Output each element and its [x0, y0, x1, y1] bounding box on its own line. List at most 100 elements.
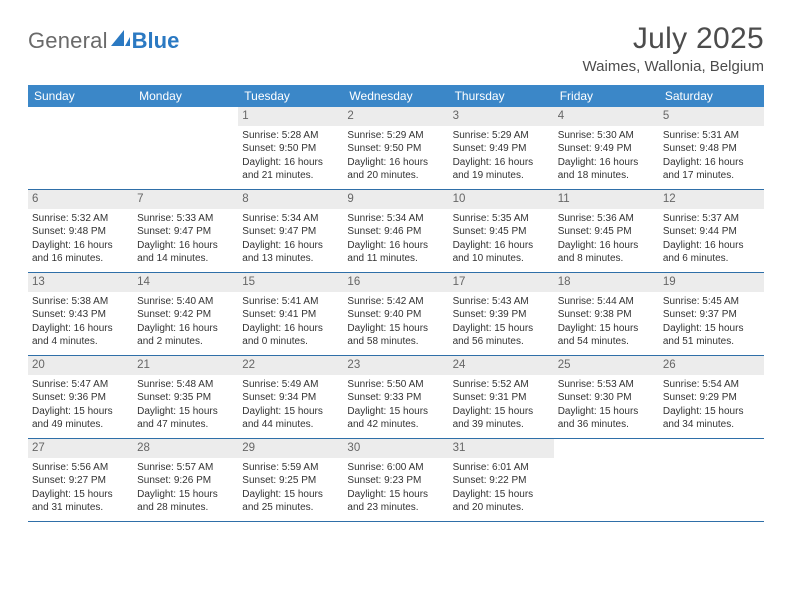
- day-cell: 23Sunrise: 5:50 AMSunset: 9:33 PMDayligh…: [343, 356, 448, 438]
- day-cell: 14Sunrise: 5:40 AMSunset: 9:42 PMDayligh…: [133, 273, 238, 355]
- daylight-line: Daylight: 15 hours and 42 minutes.: [347, 405, 444, 431]
- day-number: 21: [133, 356, 238, 375]
- day-cell: 12Sunrise: 5:37 AMSunset: 9:44 PMDayligh…: [659, 190, 764, 272]
- day-cell: 25Sunrise: 5:53 AMSunset: 9:30 PMDayligh…: [554, 356, 659, 438]
- sunrise-line: Sunrise: 5:54 AM: [663, 378, 760, 391]
- day-of-week-cell: Saturday: [659, 85, 764, 107]
- day-number: 16: [343, 273, 448, 292]
- sunset-line: Sunset: 9:25 PM: [242, 474, 339, 487]
- day-number: 10: [449, 190, 554, 209]
- day-number: 30: [343, 439, 448, 458]
- sunset-line: Sunset: 9:50 PM: [242, 142, 339, 155]
- day-cell: 9Sunrise: 5:34 AMSunset: 9:46 PMDaylight…: [343, 190, 448, 272]
- daylight-line: Daylight: 16 hours and 0 minutes.: [242, 322, 339, 348]
- daylight-line: Daylight: 16 hours and 10 minutes.: [453, 239, 550, 265]
- sunset-line: Sunset: 9:38 PM: [558, 308, 655, 321]
- sunrise-line: Sunrise: 5:29 AM: [453, 129, 550, 142]
- day-number: 6: [28, 190, 133, 209]
- brand-word-2: Blue: [132, 28, 180, 54]
- day-number: 22: [238, 356, 343, 375]
- sunrise-line: Sunrise: 5:44 AM: [558, 295, 655, 308]
- day-of-week-cell: Tuesday: [238, 85, 343, 107]
- daylight-line: Daylight: 16 hours and 8 minutes.: [558, 239, 655, 265]
- sunset-line: Sunset: 9:34 PM: [242, 391, 339, 404]
- daylight-line: Daylight: 15 hours and 28 minutes.: [137, 488, 234, 514]
- header: General Blue July 2025 Waimes, Wallonia,…: [28, 22, 764, 75]
- day-cell: 27Sunrise: 5:56 AMSunset: 9:27 PMDayligh…: [28, 439, 133, 521]
- sunrise-line: Sunrise: 5:30 AM: [558, 129, 655, 142]
- day-cell: 1Sunrise: 5:28 AMSunset: 9:50 PMDaylight…: [238, 107, 343, 189]
- day-cell: 24Sunrise: 5:52 AMSunset: 9:31 PMDayligh…: [449, 356, 554, 438]
- day-cell: 3 Sunrise: 5:29 AMSunset: 9:49 PMDaylight…: [449, 107, 554, 189]
- daylight-line: Daylight: 15 hours and 56 minutes.: [453, 322, 550, 348]
- day-number: 15: [238, 273, 343, 292]
- week-row: 6Sunrise: 5:32 AMSunset: 9:48 PMDaylight…: [28, 190, 764, 273]
- daylight-line: Daylight: 15 hours and 44 minutes.: [242, 405, 339, 431]
- day-cell: 21Sunrise: 5:48 AMSunset: 9:35 PMDayligh…: [133, 356, 238, 438]
- day-number: 31: [449, 439, 554, 458]
- brand-sail-icon: [111, 29, 131, 52]
- day-number: 7: [133, 190, 238, 209]
- location-label: Waimes, Wallonia, Belgium: [583, 58, 764, 75]
- daylight-line: Daylight: 16 hours and 4 minutes.: [32, 322, 129, 348]
- day-cell: 17Sunrise: 5:43 AMSunset: 9:39 PMDayligh…: [449, 273, 554, 355]
- day-cell: 5Sunrise: 5:31 AMSunset: 9:48 PMDaylight…: [659, 107, 764, 189]
- day-number: 12: [659, 190, 764, 209]
- daylight-line: Daylight: 16 hours and 6 minutes.: [663, 239, 760, 265]
- week-row: 27Sunrise: 5:56 AMSunset: 9:27 PMDayligh…: [28, 439, 764, 522]
- sunrise-line: Sunrise: 5:40 AM: [137, 295, 234, 308]
- sunset-line: Sunset: 9:23 PM: [347, 474, 444, 487]
- weeks-container: 1Sunrise: 5:28 AMSunset: 9:50 PMDaylight…: [28, 107, 764, 522]
- day-number: 3: [449, 107, 554, 126]
- sunrise-line: Sunrise: 5:35 AM: [453, 212, 550, 225]
- day-of-week-header: SundayMondayTuesdayWednesdayThursdayFrid…: [28, 85, 764, 107]
- sunrise-line: Sunrise: 5:42 AM: [347, 295, 444, 308]
- day-number: 8: [238, 190, 343, 209]
- sunrise-line: Sunrise: 5:32 AM: [32, 212, 129, 225]
- day-number: 4: [554, 107, 659, 126]
- day-number: 11: [554, 190, 659, 209]
- day-number: 20: [28, 356, 133, 375]
- day-cell: 15Sunrise: 5:41 AMSunset: 9:41 PMDayligh…: [238, 273, 343, 355]
- sunrise-line: Sunrise: 5:57 AM: [137, 461, 234, 474]
- day-cell: 19Sunrise: 5:45 AMSunset: 9:37 PMDayligh…: [659, 273, 764, 355]
- daylight-line: Daylight: 16 hours and 21 minutes.: [242, 156, 339, 182]
- sunrise-line: Sunrise: 5:52 AM: [453, 378, 550, 391]
- day-of-week-cell: Monday: [133, 85, 238, 107]
- sunset-line: Sunset: 9:36 PM: [32, 391, 129, 404]
- day-cell: 18Sunrise: 5:44 AMSunset: 9:38 PMDayligh…: [554, 273, 659, 355]
- sunrise-line: Sunrise: 5:34 AM: [347, 212, 444, 225]
- day-cell: 11Sunrise: 5:36 AMSunset: 9:45 PMDayligh…: [554, 190, 659, 272]
- sunrise-line: Sunrise: 5:41 AM: [242, 295, 339, 308]
- sunset-line: Sunset: 9:26 PM: [137, 474, 234, 487]
- sunrise-line: Sunrise: 5:50 AM: [347, 378, 444, 391]
- day-of-week-cell: Thursday: [449, 85, 554, 107]
- daylight-line: Daylight: 15 hours and 23 minutes.: [347, 488, 444, 514]
- week-row: 20Sunrise: 5:47 AMSunset: 9:36 PMDayligh…: [28, 356, 764, 439]
- sunset-line: Sunset: 9:45 PM: [453, 225, 550, 238]
- day-number: 13: [28, 273, 133, 292]
- sunrise-line: Sunrise: 5:29 AM: [347, 129, 444, 142]
- sunset-line: Sunset: 9:47 PM: [137, 225, 234, 238]
- daylight-line: Daylight: 16 hours and 13 minutes.: [242, 239, 339, 265]
- day-cell-empty: [659, 439, 764, 521]
- sunset-line: Sunset: 9:44 PM: [663, 225, 760, 238]
- daylight-line: Daylight: 16 hours and 19 minutes.: [453, 156, 550, 182]
- sunset-line: Sunset: 9:43 PM: [32, 308, 129, 321]
- daylight-line: Daylight: 16 hours and 16 minutes.: [32, 239, 129, 265]
- sunrise-line: Sunrise: 6:00 AM: [347, 461, 444, 474]
- day-cell: 13Sunrise: 5:38 AMSunset: 9:43 PMDayligh…: [28, 273, 133, 355]
- sunset-line: Sunset: 9:46 PM: [347, 225, 444, 238]
- sunset-line: Sunset: 9:49 PM: [453, 142, 550, 155]
- page: General Blue July 2025 Waimes, Wallonia,…: [0, 0, 792, 522]
- sunset-line: Sunset: 9:49 PM: [558, 142, 655, 155]
- daylight-line: Daylight: 16 hours and 11 minutes.: [347, 239, 444, 265]
- daylight-line: Daylight: 15 hours and 25 minutes.: [242, 488, 339, 514]
- brand-word-1: General: [28, 28, 108, 54]
- sunrise-line: Sunrise: 5:49 AM: [242, 378, 339, 391]
- day-cell: 30 Sunrise: 6:00 AMSunset: 9:23 PMDayligh…: [343, 439, 448, 521]
- daylight-line: Daylight: 15 hours and 36 minutes.: [558, 405, 655, 431]
- daylight-line: Daylight: 16 hours and 17 minutes.: [663, 156, 760, 182]
- day-cell: 8Sunrise: 5:34 AMSunset: 9:47 PMDaylight…: [238, 190, 343, 272]
- sunrise-line: Sunrise: 5:59 AM: [242, 461, 339, 474]
